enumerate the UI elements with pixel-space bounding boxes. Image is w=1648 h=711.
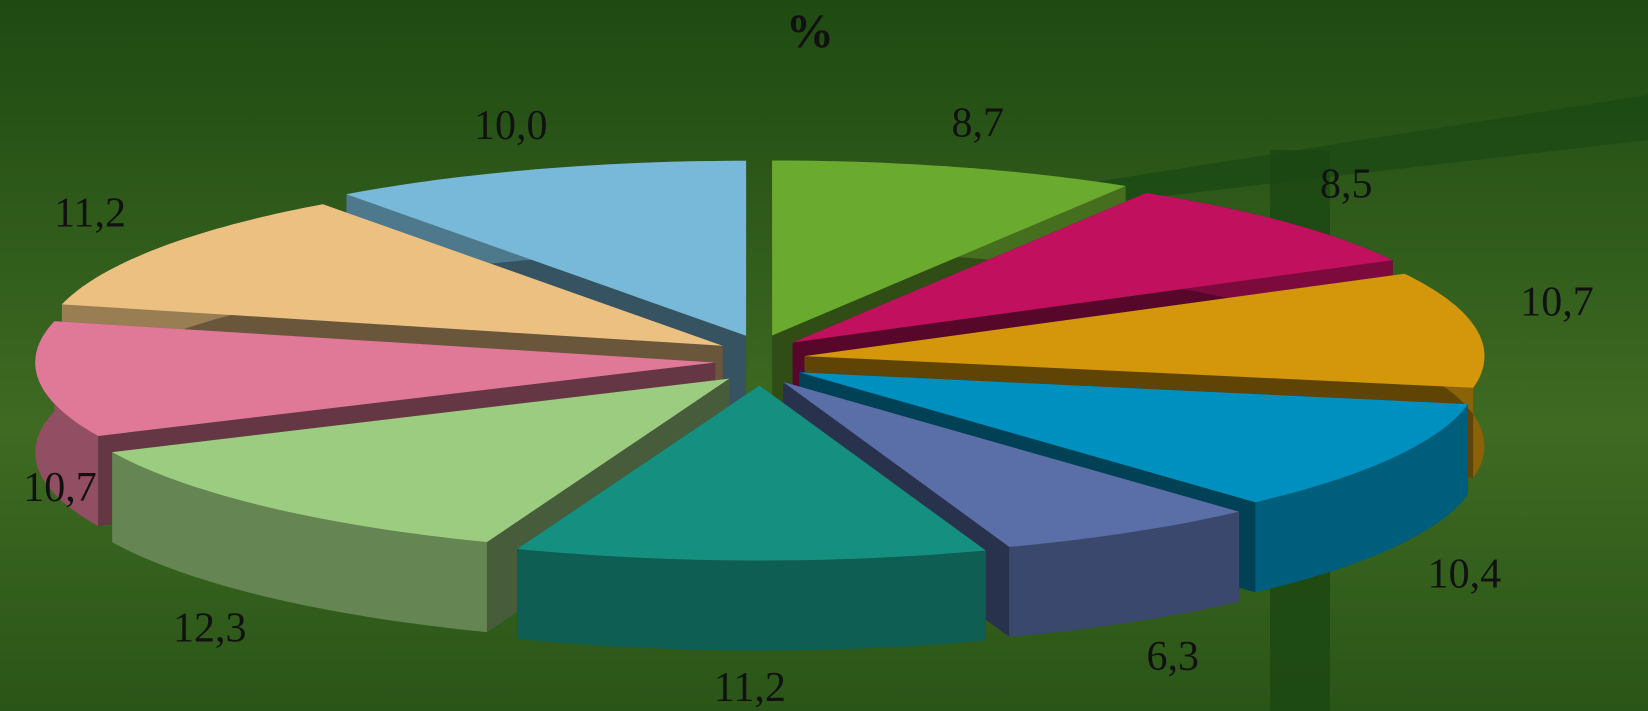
- data-label: 8,5: [1320, 162, 1373, 208]
- slice: [61, 204, 723, 346]
- slice: [804, 273, 1485, 388]
- slice: [35, 321, 716, 436]
- slice: [783, 381, 1240, 547]
- data-label: 6,3: [1147, 634, 1200, 680]
- data-label: 11,2: [714, 665, 786, 711]
- slice: [772, 160, 1126, 336]
- data-label: 8,7: [951, 100, 1004, 146]
- slice-side: [1255, 404, 1468, 593]
- slice: [792, 193, 1393, 343]
- slice: [517, 385, 986, 561]
- slice: [112, 378, 730, 543]
- data-label: 10,7: [23, 465, 97, 511]
- slice-side: [1009, 511, 1240, 637]
- data-label: 11,2: [54, 190, 126, 236]
- chart-title: %: [786, 5, 834, 58]
- data-label: 10,7: [1520, 280, 1594, 326]
- data-label: 10,0: [474, 103, 548, 149]
- slice: [799, 372, 1468, 503]
- slice-side: [112, 452, 487, 633]
- pie: [35, 160, 1485, 651]
- slice-group: [517, 385, 986, 651]
- data-label: 12,3: [173, 606, 247, 652]
- data-label: 10,4: [1428, 552, 1502, 598]
- slice-side: [517, 549, 986, 651]
- slice: [346, 160, 747, 336]
